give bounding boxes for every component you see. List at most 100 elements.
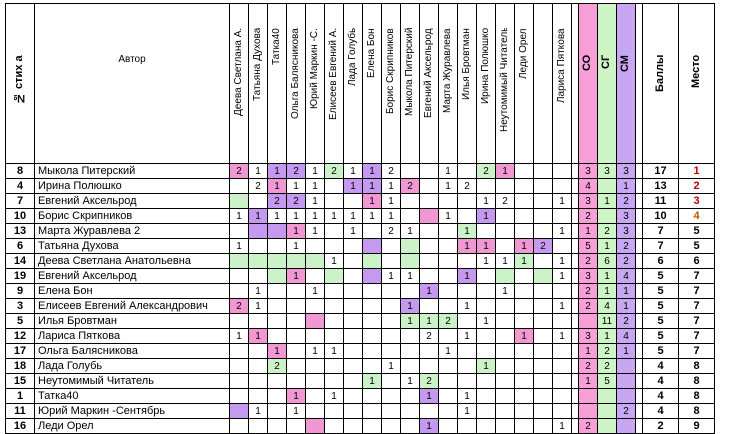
header-judge-label: Лариса Пяткова: [556, 27, 567, 103]
score-cell: 2: [324, 163, 344, 179]
score-cell: 1: [419, 388, 439, 404]
sg-cell: 11: [597, 313, 617, 329]
header-author: Автор: [34, 3, 230, 164]
results-table: № стих а Автор Деева Светлана А. Татьяна …: [5, 3, 715, 434]
score-cell: [400, 388, 420, 404]
score-cell: [476, 283, 496, 299]
score-cell: 1: [248, 298, 268, 314]
spacer-cell: [571, 178, 579, 194]
score-cell: 1: [362, 208, 382, 224]
score-cell: [248, 313, 268, 329]
sg-cell: [597, 403, 617, 419]
score-cell: [514, 178, 534, 194]
header-points: Баллы: [642, 3, 679, 164]
points-cell: 2: [642, 418, 679, 434]
sg-cell: 3: [597, 163, 617, 179]
header-judge: Борис Скрипников: [381, 3, 401, 164]
score-cell: 1: [476, 238, 496, 254]
place-cell: 8: [678, 358, 715, 374]
score-cell: [457, 193, 477, 209]
header-judge-label: Лада Голубь: [347, 27, 358, 86]
spacer-cell: [571, 298, 579, 314]
spacer-cell: [571, 358, 579, 374]
score-cell: [324, 268, 344, 284]
score-cell: 1: [286, 208, 306, 224]
score-cell: [495, 403, 515, 419]
score-cell: [362, 298, 382, 314]
score-cell: [324, 328, 344, 344]
score-cell: [381, 328, 401, 344]
score-cell: 1: [457, 223, 477, 239]
score-cell: 1: [343, 223, 363, 239]
score-cell: [324, 418, 344, 434]
score-cell: [514, 223, 534, 239]
score-cell: [229, 418, 249, 434]
score-cell: [362, 328, 382, 344]
header-judge: Лариса Пяткова: [552, 3, 572, 164]
score-cell: [324, 238, 344, 254]
score-cell: 1: [457, 298, 477, 314]
score-cell: 1: [495, 283, 515, 299]
so-cell: 2: [578, 358, 598, 374]
score-cell: [514, 193, 534, 209]
points-cell: 5: [642, 343, 679, 359]
score-cell: [533, 163, 553, 179]
score-cell: [343, 298, 363, 314]
table-body: 8 Мыкола Питерский 2 1 1 2 1 2 1 1 2 1 2 1 3 3 3 17 1 4 Ирин…: [5, 163, 715, 434]
row-author: Ольга Балясникова: [34, 343, 230, 359]
spacer-cell: [571, 313, 579, 329]
score-cell: 1: [305, 343, 325, 359]
score-cell: 2: [533, 238, 553, 254]
score-cell: [305, 328, 325, 344]
score-cell: [362, 238, 382, 254]
row-num: 15: [5, 373, 35, 389]
points-cell: 17: [642, 163, 679, 179]
score-cell: [495, 223, 515, 239]
score-cell: [248, 238, 268, 254]
score-cell: [305, 373, 325, 389]
score-cell: [495, 343, 515, 359]
score-cell: [267, 403, 287, 419]
spacer-cell: [571, 223, 579, 239]
table-row: 6 Татьяна Духова 1 1 1 1 1 2 5 1 2 7 5: [5, 238, 715, 254]
score-cell: [248, 253, 268, 269]
score-cell: 1: [457, 238, 477, 254]
place-cell: 7: [678, 268, 715, 284]
table-row: 17 Ольга Балясникова 1 1 1 1 1 2 1 5 7: [5, 343, 715, 359]
score-cell: [229, 253, 249, 269]
place-cell: 8: [678, 373, 715, 389]
score-cell: [438, 403, 458, 419]
score-cell: [533, 418, 553, 434]
so-cell: 3: [578, 193, 598, 209]
place-cell: 3: [678, 193, 715, 209]
score-cell: 1: [400, 268, 420, 284]
score-cell: [533, 373, 553, 389]
sg-cell: 2: [597, 358, 617, 374]
score-cell: [381, 373, 401, 389]
points-cell: 4: [642, 388, 679, 404]
sm-cell: 3: [616, 163, 636, 179]
header-so: СО: [578, 3, 598, 164]
header-judge: Татка40: [267, 3, 287, 164]
score-cell: [476, 388, 496, 404]
score-cell: 1: [400, 223, 420, 239]
score-cell: [343, 388, 363, 404]
table-row: 3 Елисеев Евгений Александрович 2 1 1 1 1 2 4 1 5 7: [5, 298, 715, 314]
sg-cell: 1: [597, 328, 617, 344]
sm-cell: 2: [616, 253, 636, 269]
score-cell: [533, 313, 553, 329]
score-cell: 1: [514, 328, 534, 344]
header-judge: Юрий Маркин -С.: [305, 3, 325, 164]
score-cell: [419, 358, 439, 374]
score-cell: [495, 208, 515, 224]
table-row: 1 Татка40 1 1 1 1 4 8: [5, 388, 715, 404]
score-cell: 2: [248, 178, 268, 194]
score-cell: [514, 388, 534, 404]
score-cell: 1: [514, 238, 534, 254]
points-cell: 5: [642, 283, 679, 299]
header-judge-label: Елена Бон: [366, 27, 377, 78]
header-judge: Ольга Балясникова: [286, 3, 306, 164]
spacer-cell: [571, 388, 579, 404]
header-judge-label: Леди Орел: [518, 27, 529, 79]
score-cell: [229, 373, 249, 389]
